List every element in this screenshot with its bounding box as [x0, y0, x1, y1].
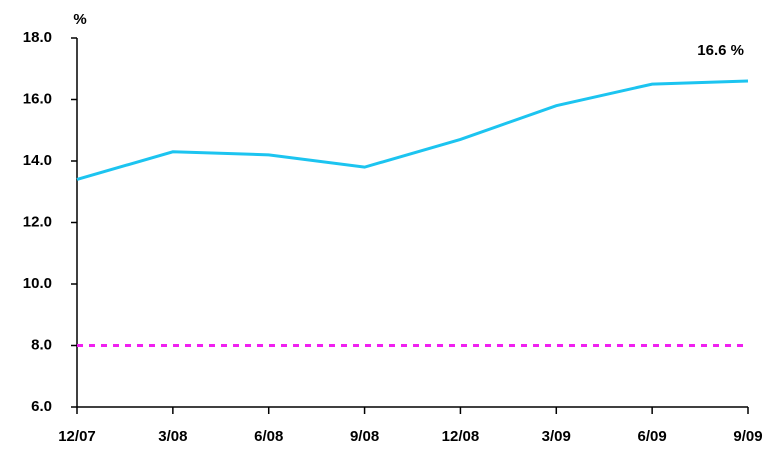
y-tick-label: 10.0 — [23, 275, 52, 292]
x-tick-label: 9/08 — [350, 428, 379, 445]
annotation: 16.6 % — [697, 42, 744, 59]
x-tick-label: 6/08 — [254, 428, 283, 445]
x-tick-label: 9/09 — [733, 428, 762, 445]
y-tick-label: 8.0 — [31, 336, 52, 353]
y-tick-label: 18.0 — [23, 29, 52, 46]
y-tick-label: 12.0 — [23, 213, 52, 230]
unit-label: % — [73, 11, 86, 28]
x-tick-label: 3/08 — [158, 428, 187, 445]
x-tick-label: 12/07 — [58, 428, 96, 445]
data-line — [76, 79, 749, 181]
x-tick-label: 3/09 — [542, 428, 571, 445]
y-tick-label: 14.0 — [23, 152, 52, 169]
y-tick-label: 16.0 — [23, 90, 52, 107]
x-tick-label: 6/09 — [638, 428, 667, 445]
x-tick-label: 12/08 — [442, 428, 480, 445]
y-tick-label: 6.0 — [31, 398, 52, 415]
